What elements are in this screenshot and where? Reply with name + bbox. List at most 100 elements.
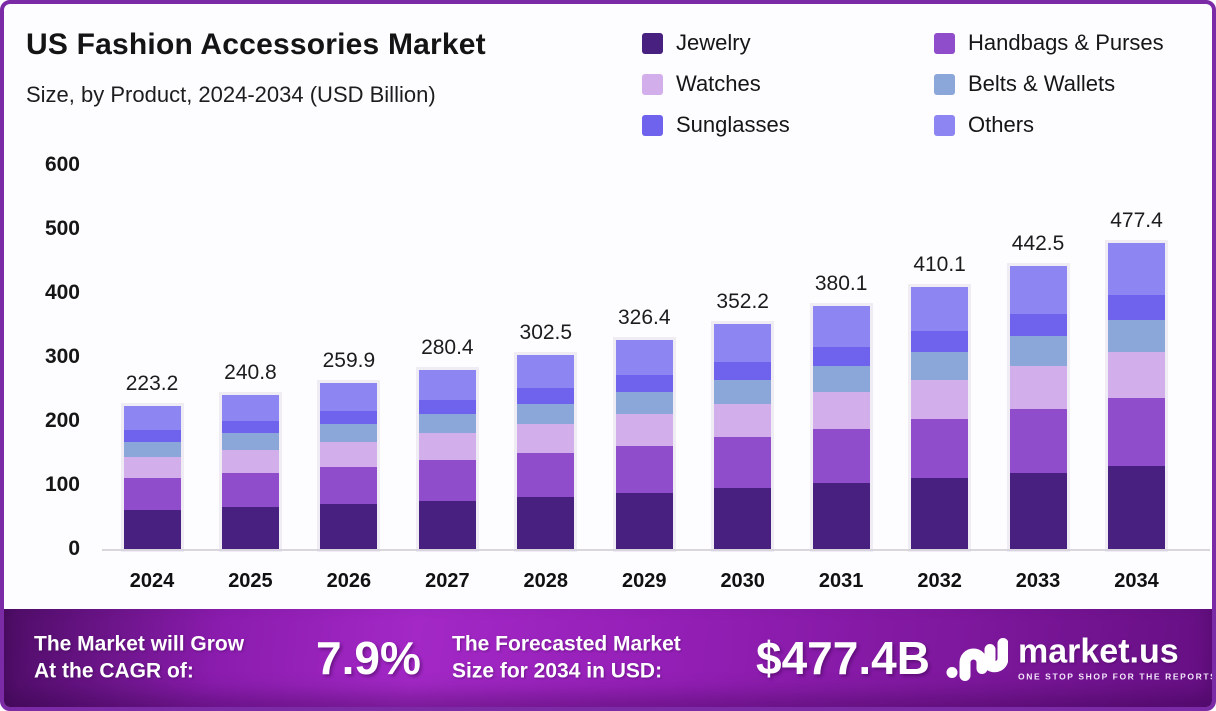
legend-swatch-icon xyxy=(642,73,663,95)
legend-swatch-icon xyxy=(934,32,955,54)
bar-segment-watches xyxy=(1009,366,1067,409)
legend-label: Handbags & Purses xyxy=(968,30,1164,55)
bar-segment-others xyxy=(1108,243,1165,296)
stacked-bar-2029 xyxy=(615,340,673,549)
cagr-label: The Market will Grow At the CAGR of: xyxy=(34,631,244,686)
y-axis-tick-label: 600 xyxy=(44,153,80,176)
y-axis-tick-label: 400 xyxy=(44,281,80,304)
bar-segment-handbags-purses xyxy=(517,453,575,497)
bar-segment-watches xyxy=(418,433,476,461)
x-axis-category-label: 2025 xyxy=(228,570,273,592)
bar-segment-watches xyxy=(714,403,772,438)
bar-segment-watches xyxy=(615,414,673,446)
chart-legend: Jewelry Handbags & Purses Watches Belts & W… xyxy=(642,30,1208,138)
bar-segment-handbags-purses xyxy=(812,428,870,484)
x-axis-category-label: 2027 xyxy=(425,570,470,592)
legend-item: Jewelry xyxy=(642,30,934,56)
bar-segment-sunglasses xyxy=(320,410,378,425)
bar-segment-belts-wallets xyxy=(1009,336,1067,367)
y-axis-tick-label: 0 xyxy=(68,537,80,560)
x-axis-category-label: 2031 xyxy=(818,570,864,592)
bar-segment-handbags-purses xyxy=(714,437,772,489)
y-axis-tick-label: 100 xyxy=(44,473,80,496)
stacked-bar-2034 xyxy=(1108,243,1165,549)
bottom-banner: The Market will Grow At the CAGR of: 7.9… xyxy=(4,609,1212,707)
bar-total-label: 410.1 xyxy=(913,252,966,276)
bar-segment-watches xyxy=(320,441,378,467)
brand-text: market.us ONE STOP SHOP FOR THE REPORTS xyxy=(1018,635,1212,682)
bar-segment-jewelry xyxy=(517,496,575,549)
legend-item: Sunglasses xyxy=(642,112,934,138)
bar-segment-others xyxy=(812,305,870,347)
x-axis-category-label: 2028 xyxy=(523,570,569,592)
bar-total-label: 477.4 xyxy=(1110,209,1163,233)
page-subtitle: Size, by Product, 2024-2034 (USD Billion… xyxy=(26,82,436,107)
bar-segment-sunglasses xyxy=(221,420,279,434)
forecast-label-line2: Size for 2034 in USD: xyxy=(452,660,663,683)
legend-label: Jewelry xyxy=(676,30,751,55)
x-axis-category-label: 2033 xyxy=(1015,570,1061,592)
bar-segment-watches xyxy=(517,424,575,454)
bar-total-label: 223.2 xyxy=(125,372,179,396)
stacked-bar-2028 xyxy=(517,355,575,549)
page-title: US Fashion Accessories Market xyxy=(26,28,486,61)
bar-segment-sunglasses xyxy=(615,375,673,393)
x-axis-category-label: 2032 xyxy=(917,570,962,592)
bar-segment-sunglasses xyxy=(517,388,575,404)
bar-segment-handbags-purses xyxy=(418,460,476,501)
bar-segment-sunglasses xyxy=(1009,313,1067,337)
bar-segment-belts-wallets xyxy=(615,392,673,415)
bar-total-label: 380.1 xyxy=(814,271,868,295)
bar-segment-jewelry xyxy=(1009,472,1067,549)
bar-segment-handbags-purses xyxy=(320,466,378,505)
bar-total-label: 259.9 xyxy=(322,348,376,372)
forecast-label-line1: The Forecasted Market xyxy=(452,632,681,656)
bar-total-label: 352.2 xyxy=(716,289,769,313)
forecast-value: $477.4B xyxy=(756,632,930,684)
bar-segment-belts-wallets xyxy=(221,433,279,450)
x-axis-category-label: 2030 xyxy=(720,570,765,592)
bar-segment-others xyxy=(714,323,772,362)
bar-segment-sunglasses xyxy=(123,430,181,442)
bar-segment-sunglasses xyxy=(911,330,969,352)
x-axis-category-label: 2034 xyxy=(1114,570,1159,592)
bar-segment-others xyxy=(615,340,673,376)
x-axis-category-label: 2024 xyxy=(129,570,175,592)
bar-segment-watches xyxy=(812,392,870,429)
stacked-bar-2025 xyxy=(221,394,279,549)
cagr-label-line2: At the CAGR of: xyxy=(34,660,194,683)
bar-segment-handbags-purses xyxy=(221,472,279,508)
bar-segment-others xyxy=(123,406,181,431)
legend-item: Watches xyxy=(642,71,934,97)
stacked-bar-2027 xyxy=(418,369,476,549)
legend-label: Watches xyxy=(676,71,761,96)
legend-item: Belts & Wallets xyxy=(934,71,1208,97)
bar-total-label: 280.4 xyxy=(421,335,474,359)
bar-segment-jewelry xyxy=(812,483,870,549)
cagr-label-line1: The Market will Grow xyxy=(34,632,245,656)
x-axis-baseline xyxy=(102,549,1210,551)
bar-segment-belts-wallets xyxy=(714,379,772,404)
stacked-bar-2031 xyxy=(812,305,870,549)
bar-segment-sunglasses xyxy=(418,399,476,415)
bar-segment-belts-wallets xyxy=(1108,319,1165,352)
stacked-bar-2026 xyxy=(320,382,378,549)
bar-segment-belts-wallets xyxy=(812,366,870,393)
bar-segment-watches xyxy=(221,449,279,473)
y-axis-tick-label: 500 xyxy=(44,217,80,240)
bar-segment-belts-wallets xyxy=(320,424,378,442)
bar-segment-handbags-purses xyxy=(1108,397,1165,467)
bar-segment-jewelry xyxy=(123,510,181,549)
bar-segment-others xyxy=(418,369,476,400)
legend-label: Sunglasses xyxy=(676,112,790,137)
y-axis-tick-label: 300 xyxy=(44,345,80,368)
marketus-brand: market.us ONE STOP SHOP FOR THE REPORTS xyxy=(946,635,1212,682)
bar-segment-watches xyxy=(1108,351,1165,398)
bar-total-label: 240.8 xyxy=(224,360,277,384)
bar-segment-sunglasses xyxy=(812,346,870,367)
bar-total-label: 326.4 xyxy=(617,306,671,330)
bar-segment-others xyxy=(1009,265,1067,314)
legend-label: Belts & Wallets xyxy=(968,71,1116,96)
bar-segment-others xyxy=(911,286,969,331)
legend-swatch-icon xyxy=(934,114,955,136)
